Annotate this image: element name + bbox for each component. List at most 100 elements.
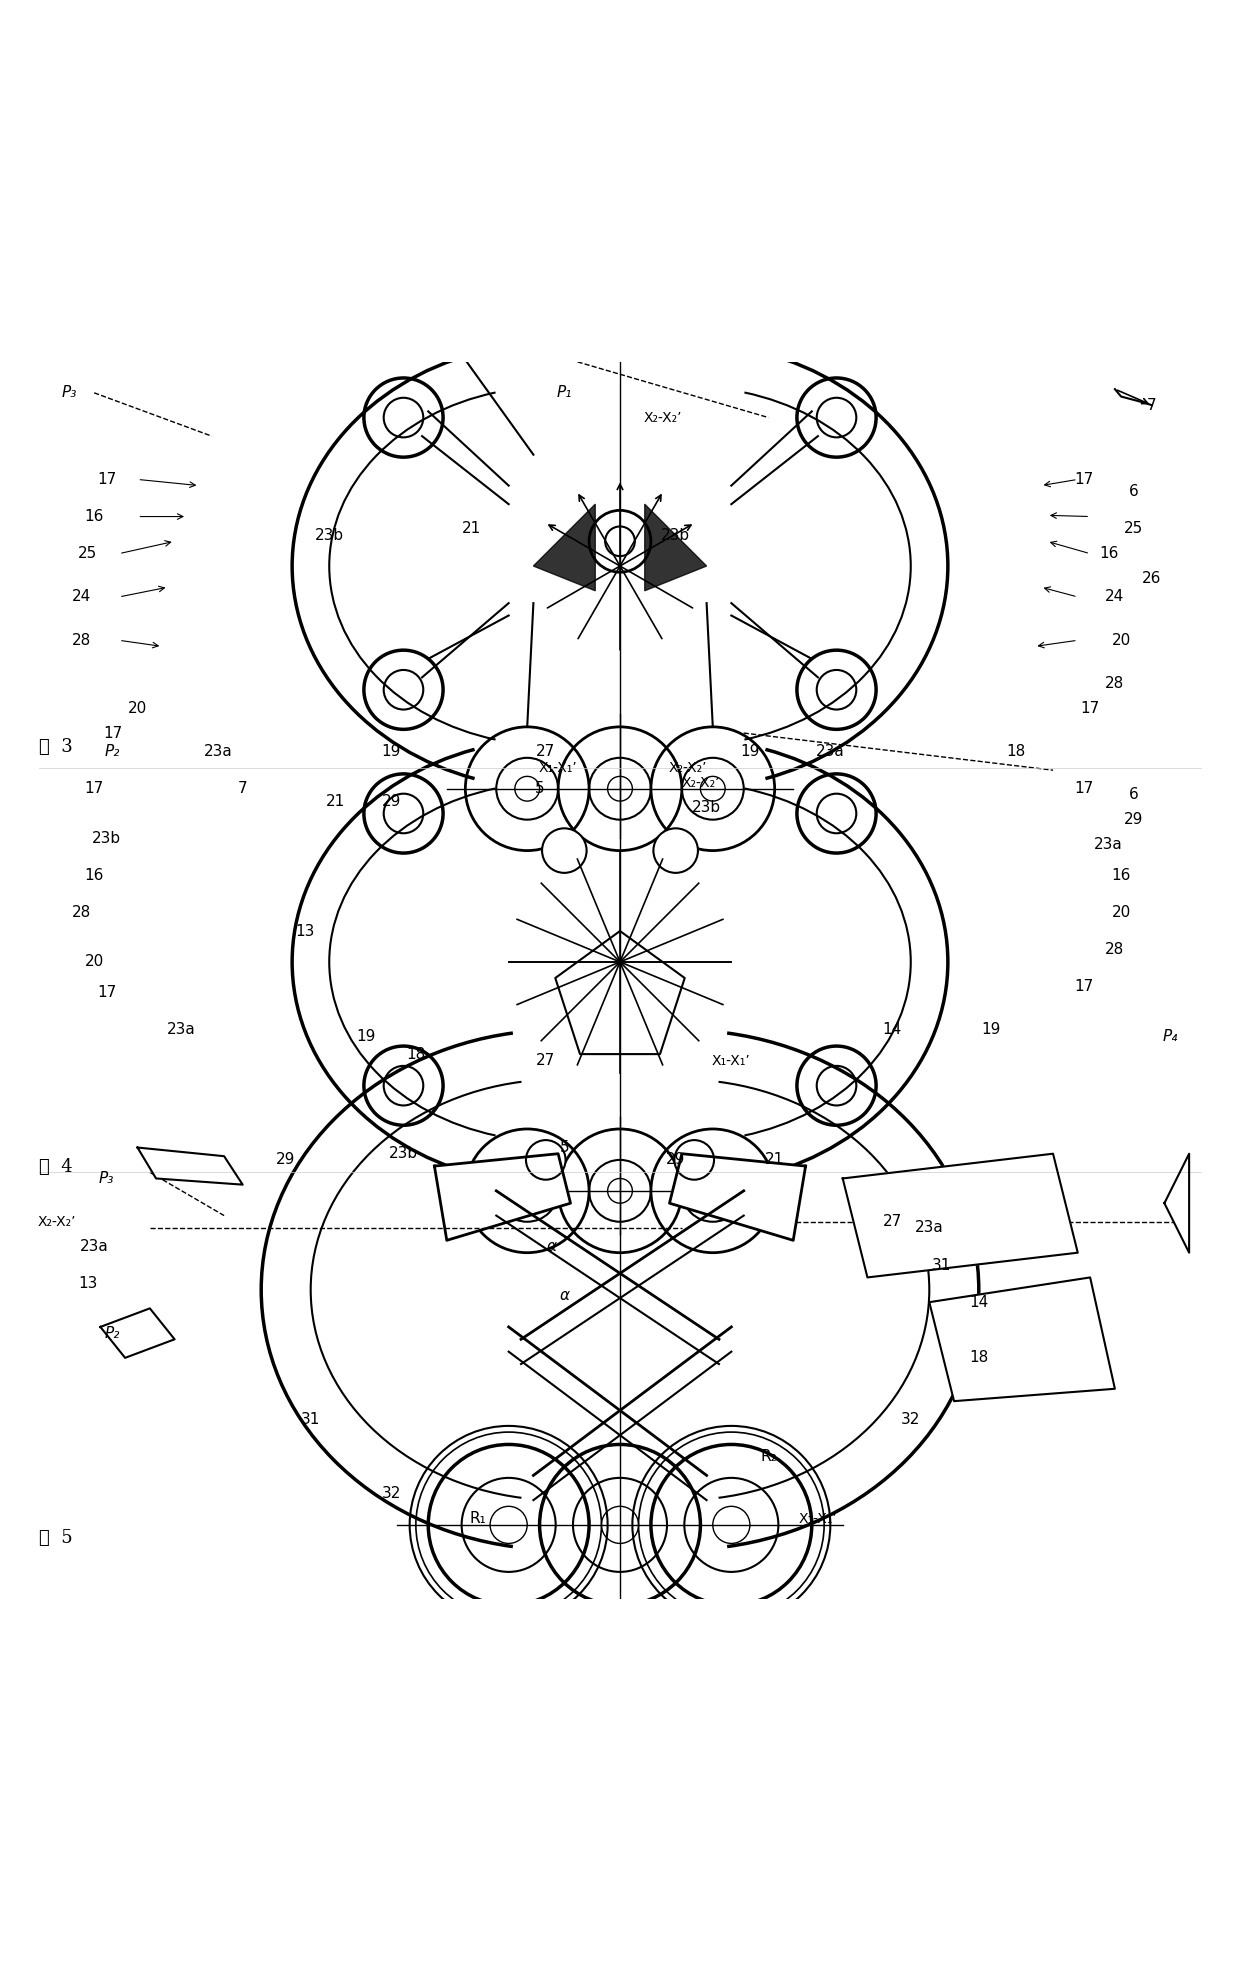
- Text: P₄: P₄: [1163, 1030, 1178, 1043]
- Text: 17: 17: [1074, 780, 1094, 796]
- Text: 28: 28: [1105, 677, 1125, 690]
- Text: 29: 29: [277, 1153, 295, 1167]
- Polygon shape: [843, 1153, 1078, 1277]
- Text: 27: 27: [536, 1053, 556, 1069]
- Polygon shape: [929, 1277, 1115, 1402]
- Polygon shape: [556, 931, 684, 1055]
- Text: 5: 5: [534, 780, 544, 796]
- Text: 14: 14: [970, 1294, 988, 1310]
- Text: 21: 21: [765, 1153, 784, 1167]
- Text: 23b: 23b: [92, 831, 122, 845]
- Text: 29: 29: [382, 794, 401, 808]
- Text: 32: 32: [382, 1486, 401, 1502]
- Text: 29: 29: [1123, 812, 1143, 828]
- Text: 19: 19: [357, 1030, 376, 1043]
- Text: 28: 28: [72, 633, 92, 647]
- Text: X₂-X₂’: X₂-X₂’: [37, 1214, 77, 1230]
- Text: 17: 17: [97, 984, 117, 1000]
- Text: 23a: 23a: [915, 1220, 944, 1235]
- Polygon shape: [138, 1147, 243, 1184]
- Text: R₁: R₁: [470, 1512, 486, 1526]
- Text: 23a: 23a: [166, 1022, 195, 1037]
- Polygon shape: [434, 1153, 570, 1239]
- Text: 25: 25: [1123, 522, 1143, 537]
- Text: 31: 31: [932, 1257, 951, 1273]
- Text: 18: 18: [407, 1047, 425, 1063]
- Text: 17: 17: [97, 473, 117, 486]
- Text: R₂: R₂: [760, 1449, 776, 1465]
- Circle shape: [542, 828, 587, 873]
- Text: 图  5: 图 5: [38, 1530, 72, 1547]
- Circle shape: [653, 828, 698, 873]
- Text: 23a: 23a: [203, 743, 232, 759]
- Text: 21: 21: [463, 522, 481, 537]
- Text: 图  4: 图 4: [38, 1159, 72, 1177]
- Text: 7: 7: [238, 780, 248, 796]
- Text: 7: 7: [1147, 398, 1157, 412]
- Text: 23b: 23b: [692, 800, 722, 814]
- Polygon shape: [645, 504, 707, 590]
- Text: 23a: 23a: [1095, 837, 1123, 851]
- Text: 28: 28: [1105, 941, 1125, 957]
- Text: 16: 16: [84, 869, 104, 882]
- Text: 18: 18: [1007, 743, 1025, 759]
- Text: 21: 21: [326, 794, 345, 808]
- Text: 31: 31: [301, 1412, 320, 1428]
- Text: 5: 5: [559, 1139, 569, 1155]
- Text: 18: 18: [970, 1351, 988, 1365]
- Text: 17: 17: [1080, 700, 1100, 716]
- Text: 23a: 23a: [79, 1239, 109, 1253]
- Text: X₂-X₂’: X₂-X₂’: [668, 761, 707, 775]
- Text: 20: 20: [84, 955, 104, 969]
- Text: 32: 32: [901, 1412, 920, 1428]
- Text: 16: 16: [1111, 869, 1131, 882]
- Text: 16: 16: [1099, 547, 1118, 561]
- Text: 13: 13: [295, 924, 314, 939]
- Polygon shape: [100, 1308, 175, 1357]
- Text: 16: 16: [84, 510, 104, 524]
- Text: 13: 13: [78, 1277, 98, 1290]
- Text: 19: 19: [982, 1022, 1001, 1037]
- Text: 25: 25: [78, 547, 98, 561]
- Text: 20: 20: [1111, 904, 1131, 920]
- Text: P₂: P₂: [105, 743, 120, 759]
- Text: 23b: 23b: [661, 528, 691, 543]
- Text: 14: 14: [883, 1022, 901, 1037]
- Polygon shape: [533, 504, 595, 590]
- Polygon shape: [670, 1153, 806, 1239]
- Text: X₁-X₁’: X₁-X₁’: [712, 1053, 750, 1069]
- Text: α: α: [559, 1288, 569, 1304]
- Text: 19: 19: [740, 743, 760, 759]
- Text: α: α: [547, 1239, 557, 1253]
- Text: 20: 20: [1111, 633, 1131, 647]
- Text: 图  3: 图 3: [38, 737, 72, 755]
- Text: 23a: 23a: [816, 743, 844, 759]
- Text: P₂: P₂: [105, 1326, 120, 1341]
- Text: 17: 17: [1074, 473, 1094, 486]
- Text: X₁-X₁’: X₁-X₁’: [799, 1512, 837, 1526]
- Polygon shape: [1164, 1153, 1189, 1253]
- Text: 17: 17: [84, 780, 104, 796]
- Text: 28: 28: [72, 904, 92, 920]
- Text: P₃: P₃: [62, 384, 77, 400]
- Text: 23b: 23b: [389, 1147, 418, 1161]
- Text: 6: 6: [1128, 484, 1138, 500]
- Text: X₂-X₂’: X₂-X₂’: [644, 410, 682, 426]
- Text: P₃: P₃: [99, 1171, 114, 1186]
- Text: 6: 6: [1128, 788, 1138, 802]
- Text: X₁-X₁’: X₁-X₁’: [538, 761, 578, 775]
- Text: 17: 17: [1074, 979, 1094, 994]
- Text: 24: 24: [72, 590, 92, 604]
- Text: P₁: P₁: [557, 384, 572, 400]
- Text: 23b: 23b: [315, 528, 343, 543]
- Text: 19: 19: [382, 743, 401, 759]
- Text: 27: 27: [536, 743, 556, 759]
- Text: 24: 24: [1105, 590, 1125, 604]
- Text: 27: 27: [883, 1214, 901, 1230]
- Circle shape: [675, 1139, 714, 1181]
- Text: 26: 26: [1142, 571, 1162, 586]
- Circle shape: [526, 1139, 565, 1181]
- Text: X₂-X₂’: X₂-X₂’: [681, 775, 719, 790]
- Text: 20: 20: [128, 700, 148, 716]
- Text: 29: 29: [666, 1153, 686, 1167]
